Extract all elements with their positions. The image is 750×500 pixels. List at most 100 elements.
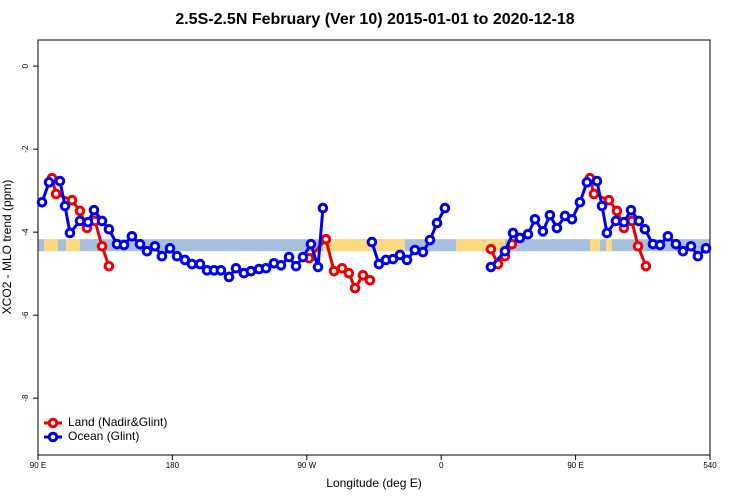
- data-point: [431, 217, 443, 229]
- data-point: [514, 232, 526, 244]
- data-point: [283, 251, 295, 263]
- data-point: [394, 249, 406, 261]
- data-point: [149, 240, 161, 252]
- data-point: [66, 194, 78, 206]
- data-point: [275, 260, 287, 271]
- land-band: [43, 239, 59, 252]
- data-point: [297, 251, 309, 263]
- data-point: [639, 223, 651, 235]
- data-point: [36, 196, 48, 208]
- x-tick-label: 0: [439, 461, 444, 470]
- data-point: [601, 227, 613, 239]
- land-band: [455, 239, 505, 252]
- data-point: [317, 202, 329, 214]
- data-point: [529, 213, 541, 225]
- data-point: [74, 205, 86, 217]
- land-band: [65, 239, 80, 252]
- data-point: [126, 230, 138, 242]
- data-point: [625, 204, 637, 216]
- data-point: [164, 243, 176, 254]
- data-point: [82, 216, 94, 228]
- data-point: [409, 244, 421, 256]
- data-point: [260, 262, 272, 274]
- data-point: [632, 240, 644, 252]
- data-point: [499, 245, 511, 257]
- legend-marker: [47, 417, 59, 429]
- data-point: [118, 239, 130, 251]
- data-point: [522, 228, 534, 240]
- data-point: [328, 265, 340, 277]
- data-point: [364, 274, 376, 286]
- chart-title: 2.5S-2.5N February (Ver 10) 2015-01-01 t…: [175, 11, 574, 28]
- data-point: [96, 215, 108, 227]
- data-point: [700, 243, 712, 254]
- data-point: [171, 250, 183, 262]
- data-point: [654, 239, 666, 251]
- data-point: [64, 227, 76, 239]
- data-point: [50, 188, 62, 200]
- data-point: [349, 282, 361, 294]
- data-point: [156, 250, 168, 262]
- data-point: [485, 261, 497, 273]
- data-point: [677, 245, 689, 257]
- data-point: [544, 209, 556, 221]
- land-band: [322, 239, 405, 252]
- data-point: [692, 250, 704, 262]
- data-point: [591, 175, 603, 187]
- land-band: [605, 239, 612, 252]
- data-point: [618, 216, 630, 228]
- data-point: [215, 265, 227, 276]
- y-tick-label: 0: [21, 63, 30, 68]
- legend-label: Ocean (Glint): [68, 429, 139, 443]
- data-point: [245, 265, 257, 277]
- data-point: [141, 245, 153, 257]
- x-tick-label: 540: [703, 461, 717, 470]
- data-point: [485, 243, 497, 255]
- data-point: [537, 226, 549, 237]
- x-tick-label: 90 W: [297, 461, 316, 470]
- data-point: [662, 230, 674, 242]
- data-point: [603, 194, 615, 206]
- data-point: [610, 215, 622, 227]
- data-point: [74, 215, 86, 227]
- data-point: [401, 254, 413, 266]
- data-point: [633, 215, 645, 227]
- data-point: [54, 175, 66, 187]
- y-tick-label: -8: [21, 394, 30, 402]
- x-axis-label: Longitude (deg E): [326, 476, 421, 490]
- data-point: [366, 236, 378, 248]
- x-tick-label: 180: [166, 461, 180, 470]
- data-point: [320, 233, 332, 245]
- data-point: [439, 202, 451, 214]
- data-point: [670, 238, 682, 250]
- data-point: [103, 260, 115, 272]
- data-point: [566, 213, 578, 225]
- land-band: [589, 239, 600, 252]
- data-point: [574, 196, 586, 208]
- data-point: [103, 223, 115, 235]
- data-point: [134, 238, 146, 250]
- data-point: [96, 240, 108, 252]
- y-axis-label: XCO2 - MLO trend (ppm): [0, 180, 14, 315]
- legend-label: Land (Nadir&Glint): [68, 415, 167, 429]
- data-point: [290, 260, 302, 272]
- y-tick-label: -4: [21, 228, 30, 236]
- legend-marker: [47, 431, 59, 443]
- data-point: [417, 246, 429, 258]
- data-point: [343, 267, 355, 279]
- data-point: [611, 205, 623, 217]
- data-point: [640, 260, 652, 272]
- data-point: [305, 238, 317, 250]
- data-point: [312, 261, 324, 273]
- data-point: [59, 200, 71, 212]
- data-point: [230, 262, 242, 274]
- data-point: [336, 262, 348, 274]
- data-point: [223, 271, 235, 283]
- data-point: [551, 222, 563, 234]
- data-point: [424, 234, 436, 246]
- y-tick-label: -6: [21, 311, 30, 319]
- x-tick-label: 90 E: [567, 461, 583, 470]
- data-point: [507, 227, 519, 239]
- data-point: [194, 258, 206, 270]
